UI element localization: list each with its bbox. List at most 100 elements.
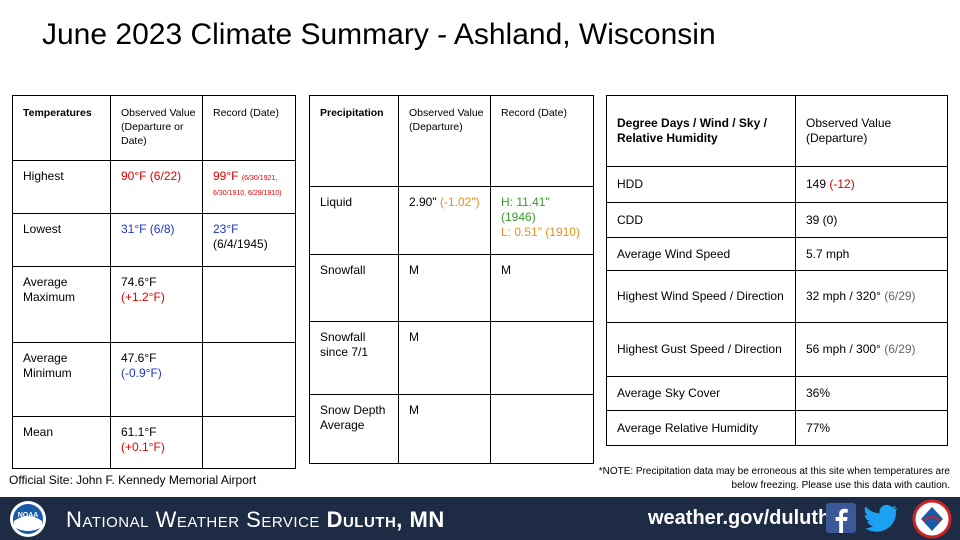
- table-cell: M: [398, 394, 491, 464]
- table-cell: Degree Days / Wind / Sky / Relative Humi…: [606, 95, 796, 167]
- cell-text: (+0.1°F): [121, 440, 165, 454]
- table-row: Snow Depth Average M: [309, 394, 594, 464]
- degree-days-table: Degree Days / Wind / Sky / Relative Humi…: [606, 95, 948, 446]
- table-cell: 5.7 mph: [795, 237, 948, 271]
- empty-cell: 32 mph / 320° (6/29): [795, 270, 948, 323]
- empty-cell: 61.1°F (+0.1°F): [110, 416, 203, 469]
- cell-text: 32 mph / 320°: [806, 289, 881, 303]
- table-cell: 77%: [795, 410, 948, 446]
- office: Duluth, MN: [326, 507, 445, 532]
- table-cell: Lowest: [12, 213, 111, 267]
- table-cell: 36%: [795, 376, 948, 411]
- empty-cell: [490, 394, 594, 464]
- table-cell: Average Minimum: [12, 342, 111, 417]
- cell-text: L: 0.51" (1910): [501, 225, 580, 239]
- cell-text: 99°F: [213, 169, 239, 183]
- table-cell: M: [398, 254, 491, 322]
- empty-cell: 2.90" (-1.02"): [398, 186, 491, 255]
- table-cell: Highest Wind Speed / Direction: [606, 270, 796, 323]
- table-cell: M: [398, 321, 491, 395]
- table-row: Snowfall since 7/1 M: [309, 321, 594, 395]
- table-cell: Precipitation: [309, 95, 399, 187]
- cell-text: 56 mph / 300°: [806, 342, 881, 356]
- table-cell: Observed Value (Departure or Date): [110, 95, 203, 161]
- logo-text: NOAA: [18, 512, 39, 519]
- cell-text: 61.1°F: [121, 425, 157, 439]
- table-cell: 90°F (6/22): [110, 160, 203, 214]
- empty-cell: [490, 321, 594, 395]
- table-cell: Observed Value (Departure): [795, 95, 948, 167]
- empty-cell: [202, 342, 296, 417]
- table-row: Highest 90°F (6/22) 99°F (6/30/1921, 6/30…: [12, 160, 296, 214]
- cell-text: (-0.9°F): [121, 366, 162, 380]
- cell-text: (-1.02"): [439, 195, 480, 209]
- cell-text: (6/30/1921, 6/30/1910, 6/29/1910): [213, 175, 282, 197]
- cell-text: (6/29): [884, 342, 916, 356]
- table-cell: Highest: [12, 160, 111, 214]
- table-row: Highest Wind Speed / Direction 32 mph / 3…: [606, 270, 948, 323]
- empty-cell: 23°F (6/4/1945): [202, 213, 296, 267]
- table-row: Average Wind Speed 5.7 mph: [606, 237, 948, 271]
- table-row: HDD 149 (-12): [606, 166, 948, 203]
- title: June 2023 Climate Summary - Ashland, Wis…: [42, 18, 716, 51]
- precipitation-table: Precipitation Observed Value (Departure) R…: [309, 95, 594, 464]
- table-cell: Record (Date): [202, 95, 296, 161]
- official-site: Official Site: John F. Kennedy Memorial …: [9, 473, 257, 487]
- table-cell: CDD: [606, 202, 796, 238]
- table-row: Average Minimum 47.6°F (-0.9°F): [12, 342, 296, 417]
- cell-text: (6/4/1945): [213, 237, 268, 251]
- empty-cell: [202, 416, 296, 469]
- table-cell: Liquid: [309, 186, 399, 255]
- table-row: Precipitation Observed Value (Departure) R…: [309, 95, 594, 187]
- cell-text: (6/29): [884, 289, 916, 303]
- agency: National Weather Service: [66, 507, 320, 532]
- table-cell: 39 (0): [795, 202, 948, 238]
- table-cell: Average Relative Humidity: [606, 410, 796, 446]
- table-cell: Temperatures: [12, 95, 111, 161]
- table-row: Mean 61.1°F (+0.1°F): [12, 416, 296, 469]
- cell-text: H: 11.41" (1946): [501, 195, 550, 224]
- table-cell: Snow Depth Average: [309, 394, 399, 464]
- empty-cell: 47.6°F (-0.9°F): [110, 342, 203, 417]
- table-row: Highest Gust Speed / Direction 56 mph / 3…: [606, 322, 948, 377]
- banner: NOAA National Weather Service Duluth, MN…: [0, 497, 960, 540]
- table-row: Degree Days / Wind / Sky / Relative Humi…: [606, 95, 948, 167]
- cell-text: 74.6°F: [121, 275, 157, 289]
- table-cell: Average Sky Cover: [606, 376, 796, 411]
- table-row: Snowfall M M: [309, 254, 594, 322]
- empty-cell: H: 11.41" (1946) L: 0.51" (1910): [490, 186, 594, 255]
- table-cell: Snowfall since 7/1: [309, 321, 399, 395]
- agency-name: National Weather Service Duluth, MN: [66, 507, 445, 533]
- cell-text: 23°F: [213, 222, 239, 236]
- facebook-icon[interactable]: [826, 503, 856, 533]
- table-cell: Record (Date): [490, 95, 594, 187]
- empty-cell: [202, 266, 296, 343]
- table-cell: HDD: [606, 166, 796, 203]
- cell-text: (-12): [829, 177, 855, 191]
- table-cell: M: [490, 254, 594, 322]
- table-cell: Highest Gust Speed / Direction: [606, 322, 796, 377]
- cell-text: 149: [806, 177, 827, 191]
- table-cell: Average Maximum: [12, 266, 111, 343]
- nws-logo: [912, 499, 952, 539]
- website-link[interactable]: weather.gov/duluth: [648, 507, 831, 529]
- table-cell: Mean: [12, 416, 111, 469]
- cell-text: 47.6°F: [121, 351, 157, 365]
- cell-text: 2.90": [409, 195, 437, 209]
- table-cell: Observed Value (Departure): [398, 95, 491, 187]
- empty-cell: 56 mph / 300° (6/29): [795, 322, 948, 377]
- twitter-icon[interactable]: [864, 503, 898, 533]
- table-cell: 31°F (6/8): [110, 213, 203, 267]
- empty-cell: 74.6°F (+1.2°F): [110, 266, 203, 343]
- note: *NOTE: Precipitation data may be erroneo…: [598, 466, 950, 491]
- table-row: CDD 39 (0): [606, 202, 948, 238]
- table-row: Average Maximum 74.6°F (+1.2°F): [12, 266, 296, 343]
- cell-text: (+1.2°F): [121, 290, 165, 304]
- table-cell: Snowfall: [309, 254, 399, 322]
- table-cell: Average Wind Speed: [606, 237, 796, 271]
- temperatures-table: Temperatures Observed Value (Departure or…: [12, 95, 296, 469]
- noaa-logo: NOAA: [10, 501, 46, 537]
- table-row: Average Relative Humidity 77%: [606, 410, 948, 446]
- table-row: Liquid 2.90" (-1.02") H: 11.41" (1946) L: …: [309, 186, 594, 255]
